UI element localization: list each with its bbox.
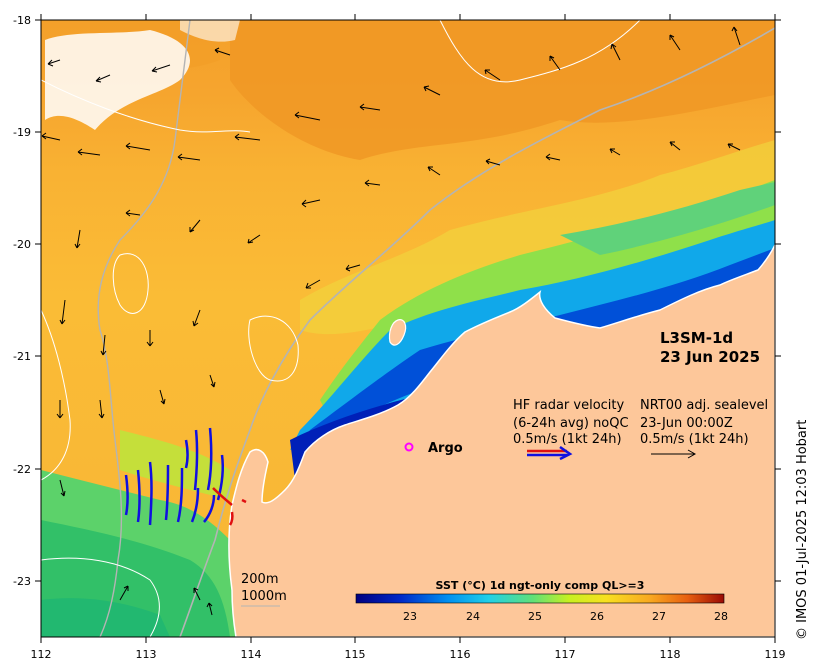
lon-tick-label: 119 [765, 648, 786, 661]
hf-radar-scale-arrow [527, 445, 573, 461]
colorbar-tick-label: 23 [403, 610, 417, 623]
colorbar-tick-label: 26 [590, 610, 604, 623]
product-label: L3SM-1d [660, 329, 733, 347]
colorbar-tick-label: 28 [714, 610, 728, 623]
lat-tick-label: -18 [13, 14, 31, 27]
hf-radar-legend-line3: 0.5m/s (1kt 24h) [513, 432, 622, 447]
colorbar-title: SST (°C) 1d ngt-only comp QL>=3 [436, 579, 645, 592]
isobath-legend-200m: 200m [241, 572, 278, 587]
longitude-labels: 112 113 114 115 116 117 118 119 [31, 648, 786, 661]
hf-radar-legend-line1: HF radar velocity [513, 398, 625, 413]
sst-contour [41, 557, 160, 637]
lon-tick-label: 112 [31, 648, 52, 661]
copyright-credit: © IMOS 01-Jul-2025 12:03 Hobart [795, 419, 810, 640]
sealevel-legend-line2: 23-Jun 00:00Z [640, 416, 733, 431]
lon-tick-label: 116 [450, 648, 471, 661]
lon-tick-label: 115 [345, 648, 366, 661]
isobath-200m [179, 27, 775, 637]
sealevel-scale-arrow [651, 449, 697, 459]
sea-surface-temperature-field [41, 20, 775, 637]
isobath-legend-1000m: 1000m [241, 589, 287, 604]
plot-frame [40, 19, 776, 638]
lon-tick-label: 114 [241, 648, 262, 661]
lon-tick-label: 113 [136, 648, 157, 661]
island [388, 319, 407, 346]
lon-tick-label: 117 [555, 648, 576, 661]
sst-contour [439, 20, 641, 83]
colorbar-tick-label: 25 [528, 610, 542, 623]
hf-radar-velocity-arrows [124, 427, 225, 526]
axis-ticks [35, 14, 781, 643]
sst-contour [41, 79, 251, 133]
sealevel-legend-line3: 0.5m/s (1kt 24h) [640, 432, 749, 447]
latitude-labels: -18 -19 -20 -21 -22 -23 [13, 14, 31, 588]
sst-contour [248, 315, 299, 382]
lon-tick-label: 118 [660, 648, 681, 661]
sst-contour [41, 309, 71, 481]
land-mass [228, 244, 775, 637]
colorbar-tick-label: 27 [652, 610, 666, 623]
lat-tick-label: -21 [13, 350, 31, 363]
argo-label: Argo [428, 441, 463, 456]
lat-tick-label: -19 [13, 126, 31, 139]
sst-contour [112, 253, 149, 314]
isobath-1000m [97, 20, 191, 637]
colorbar-tick-label: 24 [466, 610, 480, 623]
product-date: 23 Jun 2025 [660, 348, 760, 366]
lat-tick-label: -23 [13, 575, 31, 588]
sealevel-legend-line1: NRT00 adj. sealevel [640, 398, 768, 413]
argo-marker [404, 442, 414, 452]
sealevel-velocity-arrows [41, 26, 741, 616]
lat-tick-label: -20 [13, 238, 31, 251]
lat-tick-label: -22 [13, 463, 31, 476]
colorbar-ticks: 23 24 25 26 27 28 [403, 610, 728, 623]
hf-radar-velocity-arrows-red [212, 487, 247, 526]
colorbar [355, 593, 725, 604]
hf-radar-legend-line2: (6-24h avg) noQC [513, 416, 629, 431]
